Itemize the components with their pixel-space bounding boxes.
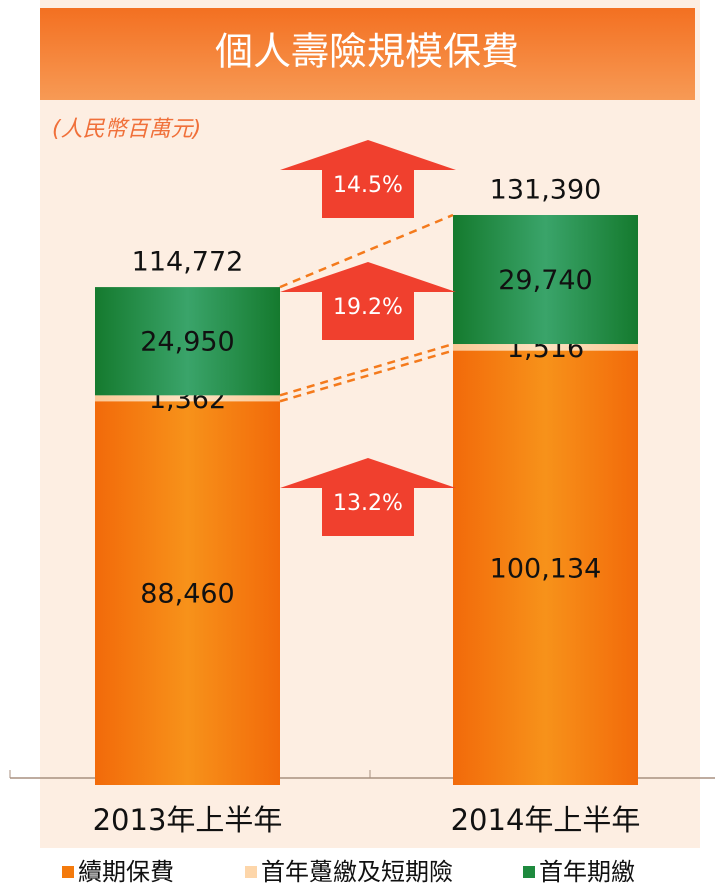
value-label: 100,134 [490,553,602,584]
bar-segment [95,287,280,396]
value-label: 24,950 [140,327,234,358]
growth-arrow [280,140,456,218]
growth-label: 14.5% [333,173,403,198]
legend-swatch [245,866,257,878]
bar-segment [453,344,638,351]
title-bar [40,8,695,100]
legend-label: 首年躉繳及短期險 [261,858,453,886]
legend-swatch [62,866,74,878]
bar-segment [453,350,638,785]
chart-title: 個人壽險規模保費 [215,30,519,74]
connector [279,349,454,403]
legend-swatch [523,866,535,878]
growth-arrow [280,458,456,536]
bar-segment [95,401,280,785]
x-tick-label: 2014年上半年 [451,803,641,837]
value-label: 29,740 [498,265,592,296]
connector [279,213,454,289]
growth-arrow [280,262,456,340]
legend-label: 首年期繳 [539,858,635,886]
unit-label: (人民幣百萬元) [52,117,201,142]
growth-label: 19.2% [333,295,403,320]
x-tick-label: 2013年上半年 [93,803,283,837]
growth-label: 13.2% [333,491,403,516]
legend-label: 續期保費 [78,858,174,886]
bar-segment [95,395,280,402]
bar-segment [453,215,638,345]
value-label: 88,460 [140,579,234,610]
connector [279,342,454,397]
total-label: 114,772 [132,247,244,278]
total-label: 131,390 [490,175,602,206]
